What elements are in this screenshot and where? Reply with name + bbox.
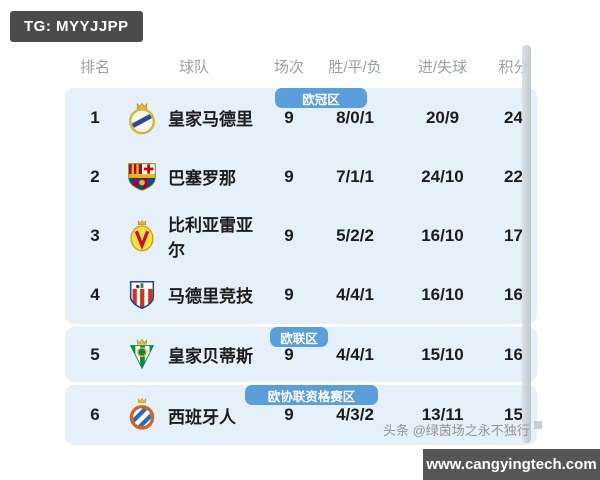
table-header-row: 排名 球队 场次 胜/平/负 进/失球 积分 bbox=[65, 45, 537, 88]
played-cell: 9 bbox=[284, 344, 294, 364]
atletico-madrid-crest-icon bbox=[125, 278, 159, 312]
team-name: 西班牙人 bbox=[168, 407, 236, 427]
header-played: 场次 bbox=[273, 59, 304, 76]
points-cell: 22 bbox=[504, 166, 523, 186]
table-row: 6 西班牙人 9 4/3/2 bbox=[65, 385, 537, 445]
footer-url-bar: www.cangyingtech.com bbox=[423, 449, 600, 480]
watermark: 头条 @绿茵场之永不独行 bbox=[383, 420, 542, 439]
goals-cell: 24/10 bbox=[421, 166, 464, 186]
goals-cell: 15/10 bbox=[421, 344, 464, 364]
header-goals: 进/失球 bbox=[417, 59, 468, 76]
wdl-cell: 5/2/2 bbox=[336, 225, 374, 245]
header-points: 积分 bbox=[498, 59, 529, 76]
points-cell: 17 bbox=[504, 225, 523, 245]
footer-url-text: www.cangyingtech.com bbox=[426, 456, 597, 473]
header-rank: 排名 bbox=[79, 59, 110, 76]
barcelona-crest-icon bbox=[125, 160, 159, 194]
rank-cell: 4 bbox=[90, 284, 100, 304]
table-row: 5 皇家贝蒂斯 bbox=[65, 327, 537, 382]
played-cell: 9 bbox=[284, 405, 294, 424]
team-cell: 马德里竞技 bbox=[125, 278, 263, 312]
conference-league-zone-badge: 欧协联资格赛区 bbox=[245, 385, 378, 405]
points-cell: 24 bbox=[504, 107, 523, 127]
points-cell: 16 bbox=[504, 284, 523, 304]
table-row: 3 比利亚雷亚尔 9 5/2/2 16/10 17 bbox=[65, 206, 537, 265]
zone-conference-league: 欧协联资格赛区 6 西班牙人 bbox=[65, 385, 537, 445]
standings-table: 排名 球队 场次 胜/平/负 进/失球 积分 欧冠区 1 皇家马德里 bbox=[65, 45, 537, 445]
team-cell: 巴塞罗那 bbox=[125, 160, 263, 194]
real-madrid-crest-icon bbox=[125, 101, 159, 135]
zone-champions-league: 欧冠区 1 皇家马德里 9 8/0/1 20/9 24 2 bbox=[65, 88, 537, 324]
table-row: 4 bbox=[65, 265, 537, 324]
team-cell: 皇家马德里 bbox=[125, 101, 263, 135]
played-cell: 9 bbox=[284, 284, 294, 304]
wdl-cell: 8/0/1 bbox=[336, 107, 374, 127]
points-cell: 16 bbox=[504, 344, 523, 364]
wdl-cell: 7/1/1 bbox=[336, 166, 374, 186]
points-cell: 15 bbox=[504, 405, 523, 424]
team-name: 巴塞罗那 bbox=[168, 169, 236, 188]
team-name: 马德里竞技 bbox=[168, 287, 253, 306]
champions-league-zone-badge: 欧冠区 bbox=[275, 88, 367, 108]
goals-cell: 20/9 bbox=[425, 107, 460, 127]
rank-cell: 5 bbox=[90, 344, 100, 364]
wdl-cell: 4/4/1 bbox=[336, 284, 374, 304]
rank-cell: 1 bbox=[90, 107, 100, 127]
table-row: 2 bbox=[65, 147, 537, 206]
team-cell: 西班牙人 bbox=[125, 398, 263, 432]
team-cell: 比利亚雷亚尔 bbox=[125, 211, 263, 261]
real-betis-crest-icon bbox=[125, 338, 159, 372]
header-team: 球队 bbox=[178, 59, 209, 76]
team-name: 比利亚雷亚尔 bbox=[168, 215, 253, 260]
header-wdl: 胜/平/负 bbox=[328, 59, 382, 76]
table-row: 1 皇家马德里 9 8/0/1 20/9 24 bbox=[65, 88, 537, 147]
goals-cell: 16/10 bbox=[421, 284, 464, 304]
wdl-cell: 4/4/1 bbox=[336, 344, 374, 364]
played-cell: 9 bbox=[284, 225, 294, 245]
watermark-text: 头条 @绿茵场之永不独行 bbox=[383, 423, 530, 438]
europa-league-zone-badge: 欧联区 bbox=[270, 327, 328, 347]
villarreal-crest-icon bbox=[125, 219, 159, 253]
rank-cell: 3 bbox=[90, 225, 100, 245]
team-name: 皇家马德里 bbox=[168, 110, 253, 129]
rank-cell: 6 bbox=[90, 405, 100, 424]
wdl-cell: 4/3/2 bbox=[336, 405, 374, 424]
team-name: 皇家贝蒂斯 bbox=[168, 347, 253, 366]
watermark-mark-icon bbox=[533, 421, 542, 429]
goals-cell: 16/10 bbox=[421, 225, 464, 245]
espanyol-crest-icon bbox=[125, 398, 159, 432]
played-cell: 9 bbox=[284, 107, 294, 127]
zone-europa-league: 欧联区 5 bbox=[65, 327, 537, 382]
rank-cell: 2 bbox=[90, 166, 100, 186]
goals-cell: 13/11 bbox=[421, 405, 464, 424]
played-cell: 9 bbox=[284, 166, 294, 186]
tg-badge: TG: MYYJJPP bbox=[10, 11, 143, 42]
vertical-scrollbar[interactable] bbox=[522, 45, 531, 443]
team-cell: 皇家贝蒂斯 bbox=[125, 338, 263, 372]
